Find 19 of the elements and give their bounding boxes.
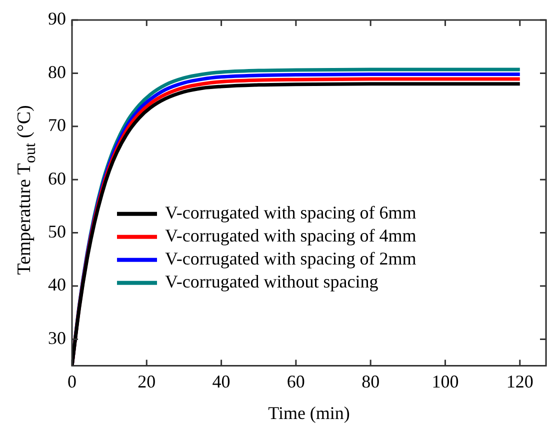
- y-tick-label: 30: [48, 328, 66, 348]
- x-tick-label: 20: [138, 371, 156, 392]
- y-tick-label: 40: [48, 274, 66, 295]
- y-tick-label: 90: [48, 8, 66, 29]
- legend-label: V-corrugated with spacing of 4mm: [165, 226, 416, 246]
- x-tick-label: 80: [362, 371, 380, 392]
- x-tick-label: 120: [506, 371, 534, 392]
- x-tick-label: 100: [432, 371, 459, 392]
- x-tick-label: 60: [286, 371, 305, 392]
- x-axis-title: Time (min): [268, 402, 350, 423]
- y-tick-label: 70: [48, 115, 66, 136]
- y-tick-label: 80: [48, 62, 66, 82]
- y-tick-label: 50: [48, 222, 66, 242]
- legend-label: V-corrugated with spacing of 6mm: [165, 202, 416, 223]
- x-tick-label: 40: [212, 371, 230, 392]
- x-tick-label: 0: [68, 371, 76, 392]
- y-tick-label: 60: [48, 168, 66, 188]
- legend-label: V-corrugated with spacing of 2mm: [165, 248, 416, 269]
- legend-label: V-corrugated without spacing: [165, 272, 378, 292]
